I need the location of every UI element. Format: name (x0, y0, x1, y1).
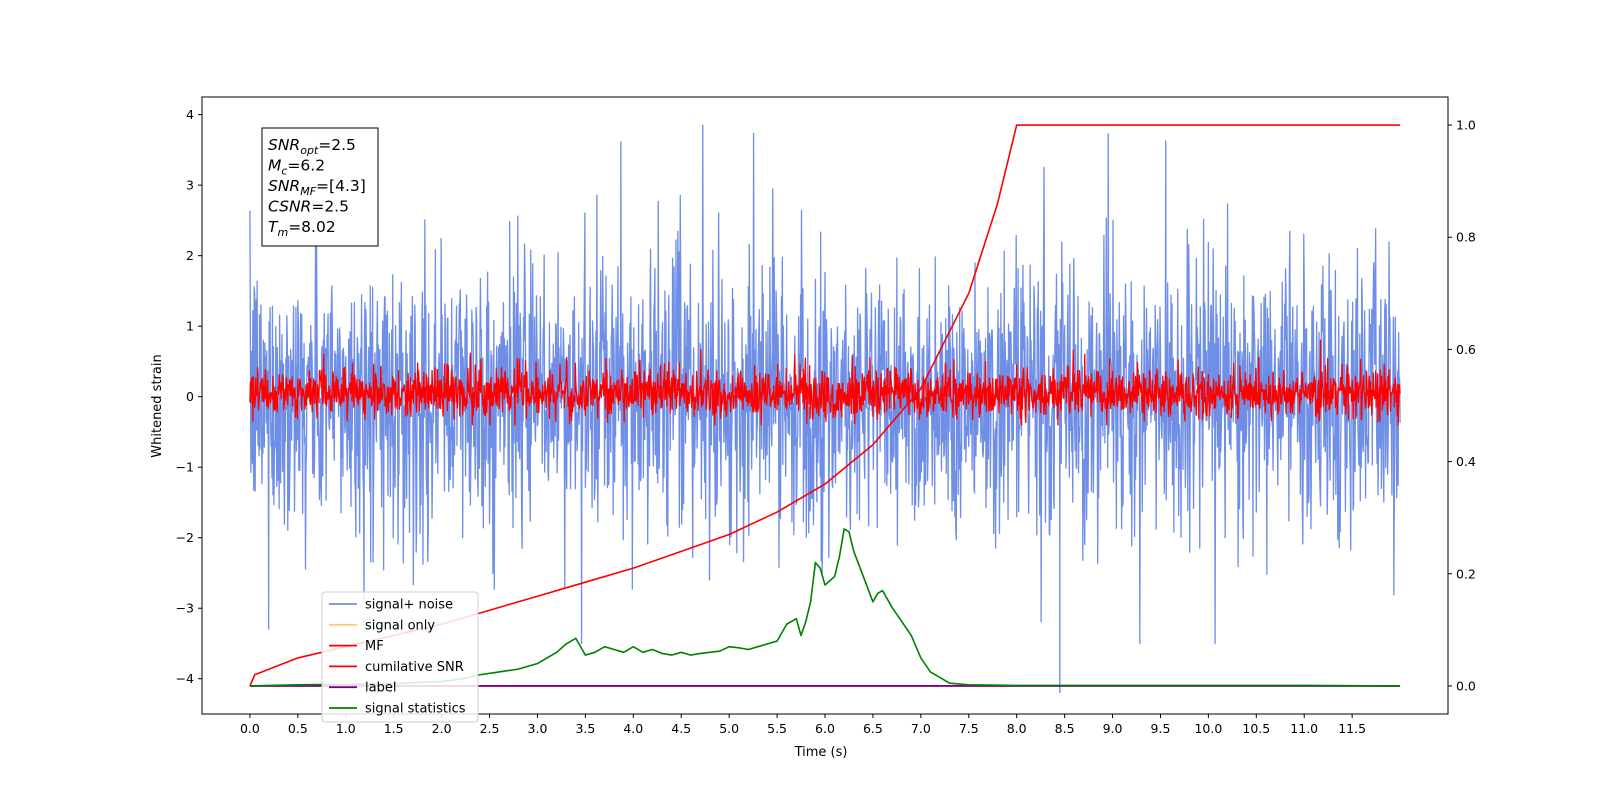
y-tick-label-left: −2 (176, 530, 194, 545)
annotation-line: Mc=6.2 (268, 157, 325, 178)
x-tick-label: 2.0 (432, 721, 452, 736)
x-tick-label: 2.5 (480, 721, 500, 736)
x-tick-label: 6.0 (815, 721, 835, 736)
legend-frame (321, 591, 479, 723)
series-mf-line (249, 339, 1401, 426)
x-tick-label: 4.5 (671, 721, 691, 736)
x-axis: 0.0 0.5 1.0 1.5 2.0 2.5 3.0 3.5 4.0 4.5 5.0 5.5 6.0 6… (240, 714, 1366, 736)
x-tick-label: 6.5 (863, 721, 883, 736)
y-axis-label-left: Whitened strain (150, 354, 165, 457)
y-axis-left: 4 3 2 1 0 −1 −2 −3 −4 (176, 107, 202, 686)
x-tick-label: 5.5 (767, 721, 787, 736)
y-tick-label-left: 1 (186, 319, 194, 334)
y-tick-label-right: 0.4 (1456, 454, 1476, 469)
x-tick-label: 11.0 (1290, 721, 1318, 736)
y-tick-label-right: 0.2 (1456, 566, 1476, 581)
x-tick-label: 1.0 (336, 721, 356, 736)
x-tick-label: 3.0 (528, 721, 548, 736)
legend-label: signal statistics (365, 702, 466, 717)
x-tick-label: 0.0 (240, 721, 260, 736)
legend-label: signal only (365, 618, 435, 633)
y-tick-label-left: 3 (186, 178, 194, 193)
annotation-line: Tm=8.02 (268, 218, 336, 239)
x-tick-label: 8.5 (1055, 721, 1075, 736)
x-tick-label: 7.5 (959, 721, 979, 736)
annotation-line: CSNR=2.5 (268, 198, 349, 216)
x-tick-label: 9.5 (1151, 721, 1171, 736)
x-axis-label: Time (s) (794, 745, 848, 760)
x-tick-label: 10.5 (1242, 721, 1270, 736)
y-tick-label-left: −1 (176, 460, 194, 475)
legend-label: label (365, 681, 396, 696)
y-tick-label-right: 0.0 (1456, 678, 1476, 693)
x-tick-label: 9.0 (1103, 721, 1123, 736)
series-signal-statistics-line (249, 528, 1401, 687)
x-tick-label: 11.5 (1338, 721, 1366, 736)
y-tick-label-left: −4 (176, 671, 194, 686)
x-tick-label: 7.0 (911, 721, 931, 736)
annotation-box-frame (261, 127, 379, 247)
legend-label: MF (365, 639, 384, 654)
y-tick-label-left: 0 (186, 389, 194, 404)
legend-label: cumilative SNR (365, 660, 464, 675)
y-tick-label-right: 0.6 (1456, 342, 1476, 357)
y-tick-label-right: 1.0 (1456, 118, 1476, 133)
x-tick-label: 5.0 (719, 721, 739, 736)
x-tick-label: 0.5 (288, 721, 308, 736)
legend-label: signal+ noise (365, 598, 453, 613)
x-tick-label: 10.0 (1194, 721, 1222, 736)
x-tick-label: 3.5 (575, 721, 595, 736)
y-axis-right: 1.0 0.8 0.6 0.4 0.2 0.0 (1448, 118, 1476, 693)
y-tick-label-left: 4 (186, 107, 194, 122)
x-tick-label: 1.5 (384, 721, 404, 736)
annotation-line: SNRMF=[4.3] (268, 177, 366, 198)
y-tick-label-left: −3 (176, 601, 194, 616)
x-tick-label: 4.0 (623, 721, 643, 736)
y-tick-label-right: 0.8 (1456, 230, 1476, 245)
legend: signal+ noise signal only MF cumilative SNR… (321, 591, 479, 723)
annotation-line: SNRopt=2.5 (268, 136, 356, 157)
y-tick-label-left: 2 (186, 248, 194, 263)
x-tick-label: 8.0 (1007, 721, 1027, 736)
